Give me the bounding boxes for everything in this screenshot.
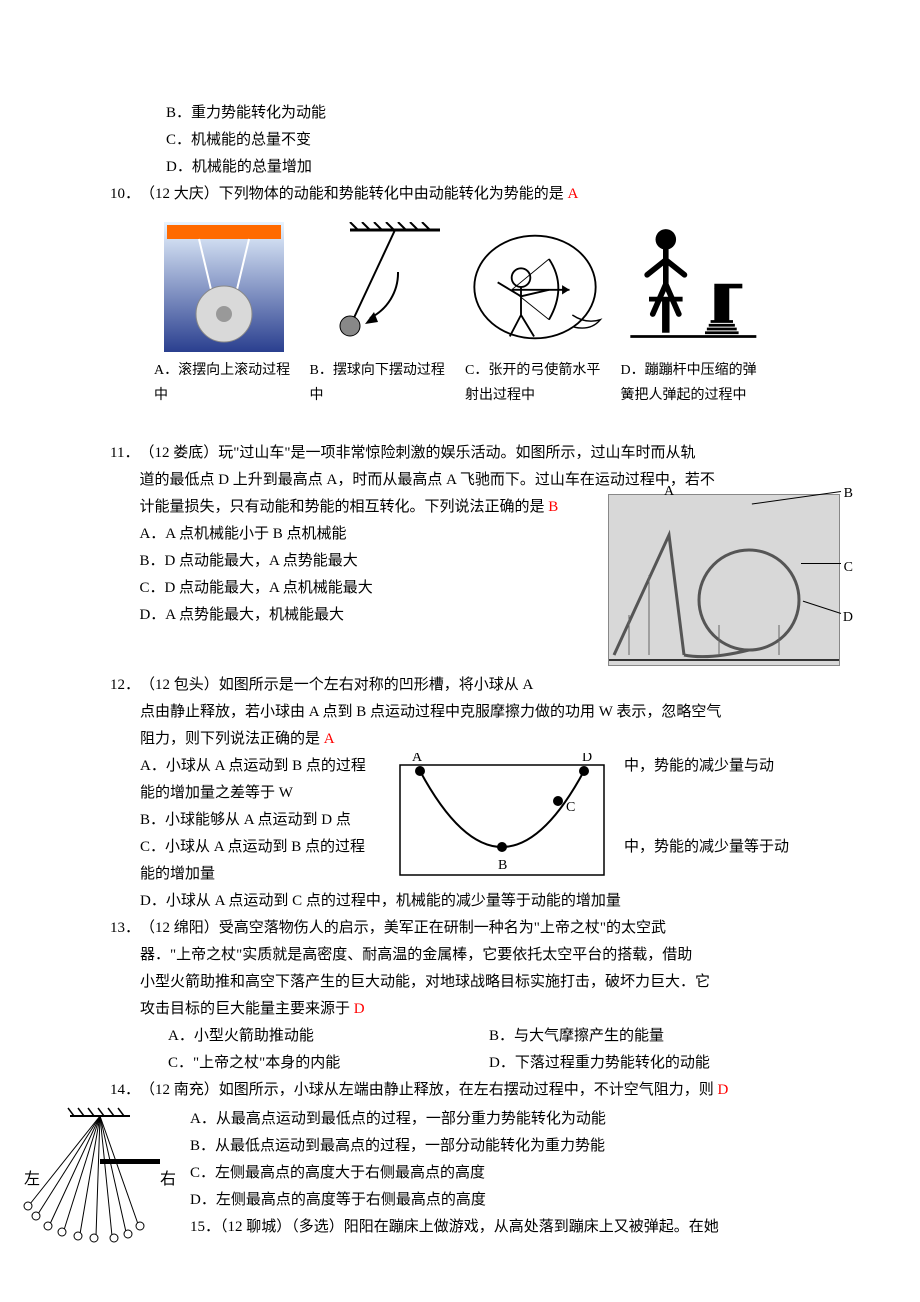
q11-stem-l2: 道的最低点 D 上升到最高点 A，时而从最高点 A 飞驰而下。过山车在运动过程中… — [139, 467, 810, 494]
q13-option-a: A．小型火箭助推动能 — [168, 1023, 489, 1050]
q10-fig-a: A．滚摆向上滚动过程中 — [154, 222, 300, 408]
q11-answer: B — [548, 499, 558, 515]
q12-option-a-right: 中，势能的减少量与动 — [624, 753, 810, 780]
q11-figure: A B C D — [608, 494, 840, 666]
q14-option-a: A．从最高点运动到最低点的过程，一部分重力势能转化为动能 — [190, 1106, 810, 1133]
q15-stem: （12 聊城）（多选）阳阳在蹦床上做游戏，从高处落到蹦床上又被弹起。在她 — [220, 1219, 719, 1235]
q14-option-d: D．左侧最高点的高度等于右侧最高点的高度 — [190, 1187, 810, 1214]
q11-img-label-a: A — [664, 479, 674, 504]
q11: 11． （12 娄底）玩"过山车"是一项非常惊险刺激的娱乐活动。如图所示，过山车… — [110, 440, 810, 672]
q13-option-c: C．"上帝之杖"本身的内能 — [168, 1050, 489, 1077]
svg-text:D: D — [582, 753, 592, 765]
q12-option-c-right: 中，势能的减少量等于动 — [624, 834, 810, 861]
q14-answer: D — [718, 1082, 729, 1098]
q13-stem-l2: 器．"上帝之杖"实质就是高密度、耐高温的金属棒，它要依托太空平台的搭载，借助 — [140, 942, 810, 969]
q13-stem-l1: （12 绵阳）受高空落物伤人的启示，美军正在研制一种名为"上帝之杖"的太空武 — [140, 915, 810, 942]
q14-option-c: C．左侧最高点的高度大于右侧最高点的高度 — [190, 1160, 810, 1187]
q12-option-c-l2: 能的增加量 — [140, 861, 380, 888]
q13-answer: D — [354, 1001, 365, 1017]
q13-stem-l4: 攻击目标的巨大能量主要来源于 — [140, 1001, 354, 1017]
q10-fig-a-label: A．滚摆向上滚动过程中 — [154, 358, 300, 408]
q11-number: 11． — [110, 440, 139, 672]
q14-option-b: B．从最低点运动到最高点的过程，一部分动能转化为重力势能 — [190, 1133, 810, 1160]
q12-answer: A — [324, 731, 335, 747]
q12-option-c-left: C．小球从 A 点运动到 B 点的过程 — [140, 834, 380, 861]
q15-number: 15． — [190, 1219, 220, 1235]
q10-fig-c-label: C．张开的弓使箭水平射出过程中 — [465, 358, 611, 408]
q12-figure: A D B C — [392, 753, 612, 883]
q11-img-label-d: D — [843, 605, 853, 630]
q10-fig-b-label: B．摆球向下摆动过程中 — [310, 358, 456, 408]
q12-option-b: B．小球能够从 A 点运动到 D 点 — [140, 807, 380, 834]
rollercoaster-icon — [609, 495, 839, 665]
rolling-pendulum-icon — [164, 222, 284, 352]
q10-stem: （12 大庆）下列物体的动能和势能转化中由动能转化为势能的是 — [140, 186, 568, 202]
q12-stem-l1: （12 包头）如图所示是一个左右对称的凹形槽，将小球从 A — [140, 672, 810, 699]
q14-figure: 左 右 — [20, 1104, 180, 1195]
q15: 15．（12 聊城）（多选）阳阳在蹦床上做游戏，从高处落到蹦床上又被弹起。在她 — [190, 1214, 810, 1241]
archer-icon — [465, 222, 605, 352]
q13-number: 13． — [110, 915, 140, 1077]
q10-number: 10． — [110, 181, 140, 208]
q10-fig-d: D．蹦蹦杆中压缩的弹簧把人弹起的过程中 — [621, 222, 767, 408]
svg-text:A: A — [412, 753, 423, 765]
q13-option-d: D．下落过程重力势能转化的动能 — [489, 1050, 810, 1077]
q12-option-a-left: A．小球从 A 点运动到 B 点的过程 — [140, 753, 380, 780]
q11-stem-l1: （12 娄底）玩"过山车"是一项非常惊险刺激的娱乐活动。如图所示，过山车时而从轨 — [139, 440, 810, 467]
q14-stem: （12 南充）如图所示，小球从左端由静止释放，在左右摆动过程中，不计空气阻力，则 — [140, 1082, 718, 1098]
q14: 14． （12 南充）如图所示，小球从左端由静止释放，在左右摆动过程中，不计空气… — [110, 1077, 810, 1104]
concave-track-icon: A D B C — [392, 753, 612, 883]
pogo-stick-icon — [621, 222, 761, 352]
q12-number: 12． — [110, 672, 140, 915]
q9-option-d: D．机械能的总量增加 — [166, 154, 810, 181]
q10-fig-b: B．摆球向下摆动过程中 — [310, 222, 456, 408]
q13-stem-l3: 小型火箭助推和高空下落产生的巨大动能，对地球战略目标实施打击，破坏力巨大．它 — [140, 969, 810, 996]
q11-img-label-b: B — [844, 481, 853, 506]
svg-text:C: C — [566, 800, 575, 815]
q13-option-b: B．与大气摩擦产生的能量 — [489, 1023, 810, 1050]
q12-option-a-l2: 能的增加量之差等于 W — [140, 780, 380, 807]
q12: 12． （12 包头）如图所示是一个左右对称的凹形槽，将小球从 A 点由静止释放… — [110, 672, 810, 915]
q11-stem-l3: 计能量损失，只有动能和势能的相互转化。下列说法正确的是 — [139, 499, 548, 515]
q11-img-label-c: C — [844, 555, 853, 580]
q14-number: 14． — [110, 1077, 140, 1104]
q12-option-d: D．小球从 A 点运动到 C 点的过程中，机械能的减少量等于动能的增加量 — [140, 888, 810, 915]
q12-stem-l2: 点由静止释放，若小球由 A 点到 B 点运动过程中克服摩擦力做的功用 W 表示，… — [140, 699, 810, 726]
q14-fig-label-left: 左 — [24, 1166, 40, 1195]
q10-fig-d-label: D．蹦蹦杆中压缩的弹簧把人弹起的过程中 — [621, 358, 767, 408]
q10-answer: A — [568, 186, 579, 202]
q10-figures: A．滚摆向上滚动过程中 B．摆球向下摆动过程中 — [154, 222, 766, 408]
q10: 10． （12 大庆）下列物体的动能和势能转化中由动能转化为势能的是 A — [110, 181, 810, 208]
pendulum-icon — [310, 222, 450, 352]
q9-option-c: C．机械能的总量不变 — [166, 127, 810, 154]
svg-text:B: B — [498, 858, 507, 873]
q14-fig-label-right: 右 — [160, 1166, 176, 1195]
q10-fig-c: C．张开的弓使箭水平射出过程中 — [465, 222, 611, 408]
q13: 13． （12 绵阳）受高空落物伤人的启示，美军正在研制一种名为"上帝之杖"的太… — [110, 915, 810, 1077]
q9-option-b: B．重力势能转化为动能 — [166, 100, 810, 127]
q12-stem-l3: 阻力，则下列说法正确的是 — [140, 731, 324, 747]
